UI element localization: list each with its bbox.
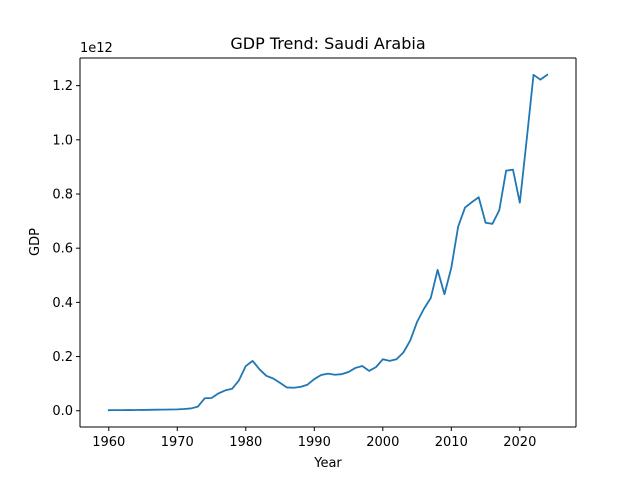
chart-title: GDP Trend: Saudi Arabia — [230, 34, 425, 53]
y-tick-label: 0.6 — [52, 242, 73, 257]
series-line — [107, 73, 549, 412]
x-tick-label: 1970 — [161, 435, 194, 450]
x-tick-label: 1990 — [298, 435, 331, 450]
plot-frame — [79, 57, 577, 428]
x-tick-label: 1980 — [229, 435, 262, 450]
y-axis-label: GDP — [28, 228, 43, 256]
y-offset-label: 1e12 — [80, 41, 113, 56]
x-tick-label: 2020 — [503, 435, 536, 450]
y-axis-ticks: 0.0 0.2 0.4 0.6 0.8 1.0 1.2 — [52, 79, 80, 419]
x-tick-label: 2010 — [435, 435, 468, 450]
y-tick-label: 0.0 — [52, 404, 73, 419]
y-tick-label: 0.4 — [52, 296, 73, 311]
y-tick-label: 1.0 — [52, 133, 73, 148]
y-tick-label: 0.2 — [52, 350, 73, 365]
plot-area — [80, 58, 576, 427]
x-tick-label: 2000 — [366, 435, 399, 450]
x-axis-ticks: 1960 1970 1980 1990 2000 2010 2020 — [92, 427, 536, 450]
x-tick-label: 1960 — [92, 435, 125, 450]
y-tick-label: 0.8 — [52, 188, 73, 203]
x-axis-label: Year — [313, 456, 342, 471]
y-tick-label: 1.2 — [52, 79, 73, 94]
series-group — [107, 73, 549, 412]
